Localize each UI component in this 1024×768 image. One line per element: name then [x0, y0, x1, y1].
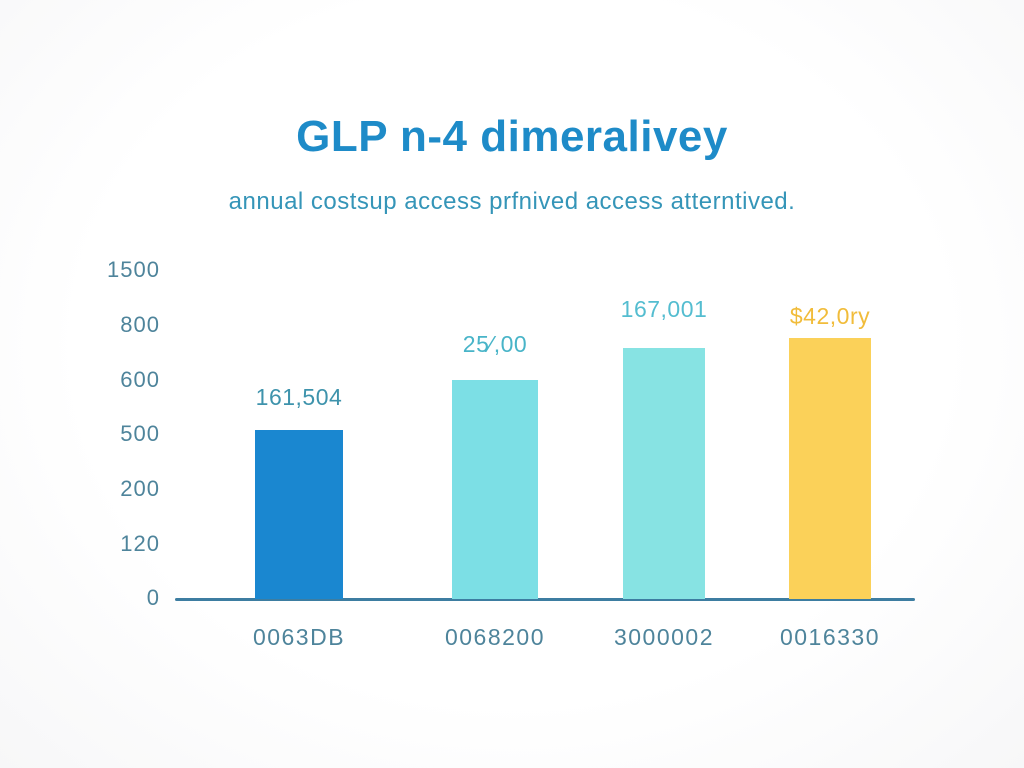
x-tick-label: 0068200 [444, 624, 546, 650]
x-tick-label: 0016330 [779, 624, 881, 650]
y-tick-label: 800 [120, 312, 160, 337]
y-tick-label: 500 [120, 421, 160, 446]
x-axis-line [175, 598, 915, 601]
bar-value-label: 25⁄,00 [462, 331, 528, 357]
y-tick-label: 200 [120, 476, 160, 501]
x-tick-label: 3000002 [613, 624, 715, 650]
y-tick-label: 120 [120, 531, 160, 556]
chart-title: GLP n-4 dimeralivey [296, 112, 728, 161]
bar [255, 430, 343, 599]
bar-value-label: 161,504 [255, 384, 343, 410]
y-tick-label: 600 [120, 367, 160, 392]
bar [623, 348, 705, 599]
y-tick-label: 1500 [107, 257, 160, 282]
y-tick-label: 0 [146, 585, 160, 610]
bar [452, 380, 538, 599]
chart-subtitle: annual costsup access prfnived access at… [228, 188, 796, 215]
bar-value-label: $42,0ry [789, 303, 871, 329]
bar-value-label: 167,001 [620, 296, 708, 322]
x-tick-label: 0063DB [252, 624, 346, 650]
bar [789, 338, 871, 599]
